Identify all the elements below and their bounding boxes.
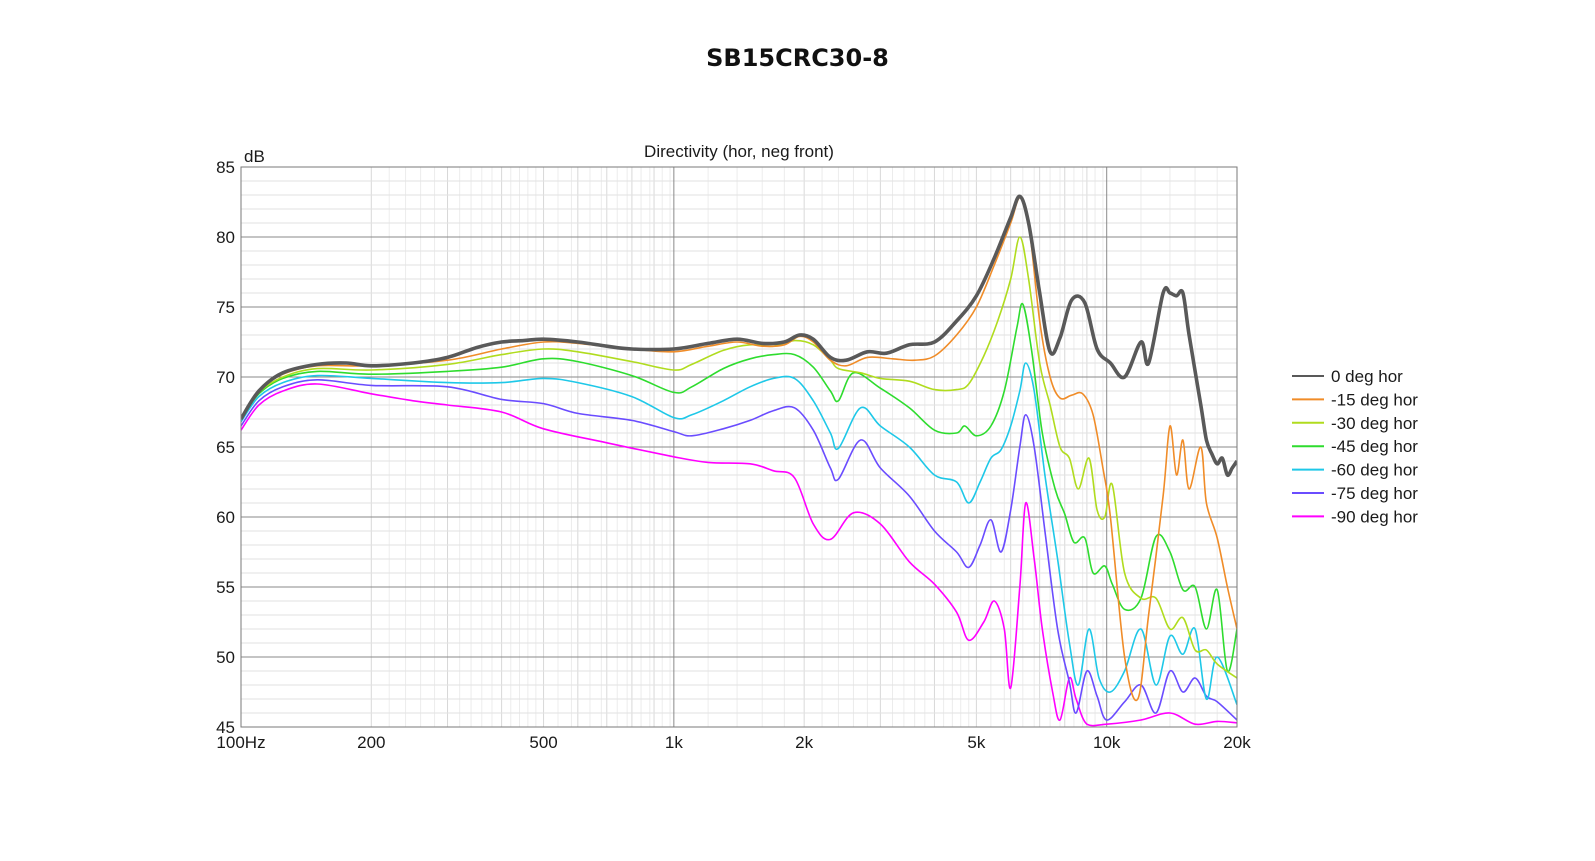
x-tick-label: 200	[357, 733, 385, 752]
y-tick-label: 75	[216, 298, 235, 317]
y-tick-label: 80	[216, 228, 235, 247]
legend-label: -45 deg hor	[1331, 437, 1418, 456]
series-line-45-deg-hor	[241, 302, 1237, 673]
major-grid	[241, 166, 1237, 728]
series-line-75-deg-hor	[241, 378, 1237, 721]
y-tick-label: 50	[216, 648, 235, 667]
x-tick-label: 2k	[795, 733, 813, 752]
x-tick-label: 100Hz	[216, 733, 265, 752]
x-tick-label: 500	[529, 733, 557, 752]
y-tick-label: 85	[216, 158, 235, 177]
series-layer	[241, 194, 1237, 727]
legend: 0 deg hor -15 deg hor -30 deg hor -45 deg h…	[1292, 367, 1418, 526]
plot-frame	[240, 166, 1238, 728]
series-line-0-deg-hor	[241, 194, 1237, 478]
y-tick-label: 55	[216, 578, 235, 597]
y-tick-labels: 45 50 55 60 65 70 75 80 85	[216, 158, 235, 737]
legend-label: -90 deg hor	[1331, 507, 1418, 526]
legend-label: -60 deg hor	[1331, 461, 1418, 480]
y-tick-label: 65	[216, 438, 235, 457]
legend-label: 0 deg hor	[1331, 367, 1403, 386]
y-tick-label: 70	[216, 368, 235, 387]
series-line-60-deg-hor	[241, 362, 1237, 705]
y-tick-label: 45	[216, 718, 235, 737]
legend-label: -30 deg hor	[1331, 414, 1418, 433]
series-line-90-deg-hor	[241, 383, 1237, 727]
x-tick-labels: 100Hz 200 500 1k 2k 5k 10k 20k	[216, 733, 1251, 752]
x-tick-label: 5k	[967, 733, 985, 752]
x-tick-label: 1k	[665, 733, 683, 752]
chart-title: Directivity (hor, neg front)	[644, 142, 834, 161]
page-title: SB15CRC30-8	[706, 44, 889, 72]
y-axis-label: dB	[244, 147, 265, 166]
legend-label: -15 deg hor	[1331, 390, 1418, 409]
y-tick-label: 60	[216, 508, 235, 527]
series-line-30-deg-hor	[241, 236, 1237, 679]
legend-label: -75 deg hor	[1331, 484, 1418, 503]
x-tick-label: 20k	[1223, 733, 1251, 752]
series-line-15-deg-hor	[241, 197, 1237, 702]
x-tick-label: 10k	[1093, 733, 1121, 752]
